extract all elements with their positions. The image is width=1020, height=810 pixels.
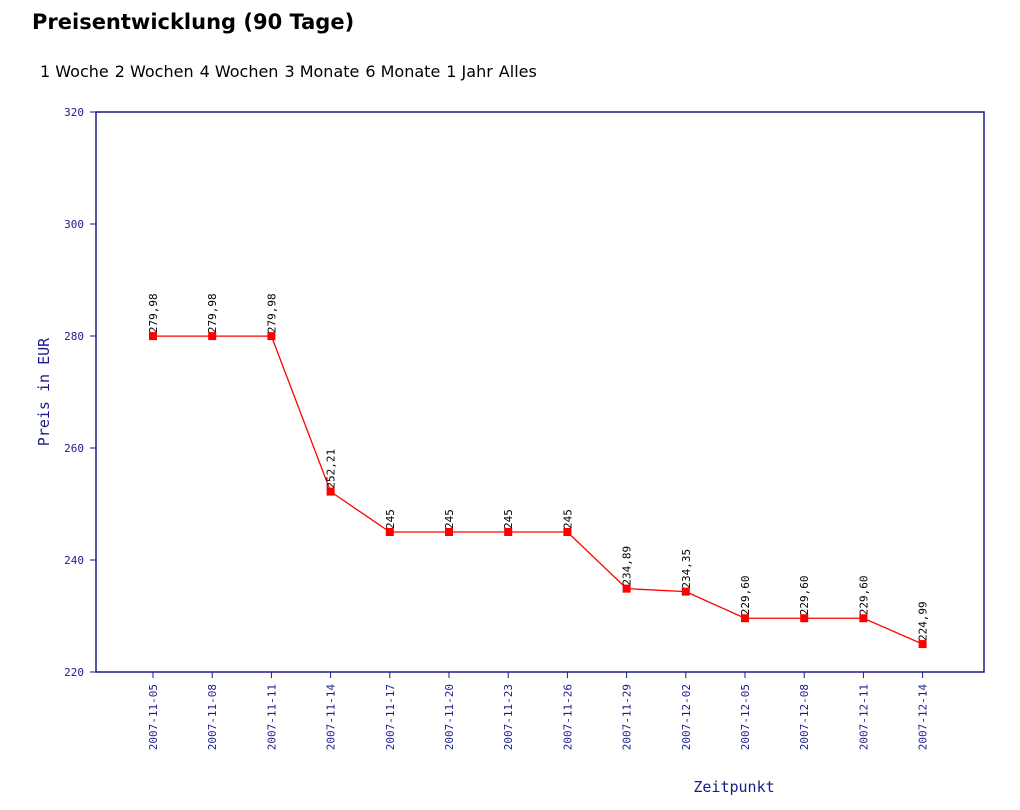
data-point (445, 528, 453, 536)
data-point (149, 332, 157, 341)
range-link-2-weeks[interactable]: 2 Wochen (114, 62, 194, 81)
range-link-6-months[interactable]: 6 Monate (365, 62, 441, 81)
data-label: 252,21 (325, 449, 338, 489)
y-axis-label: Preis in EUR (35, 337, 53, 446)
x-tick-label: 2007-11-26 (561, 684, 574, 750)
x-tick-label: 2007-12-05 (739, 684, 752, 750)
range-selector: 1 Woche 2 Wochen 4 Wochen 3 Monate 6 Monate 1… (40, 62, 543, 81)
x-tick-label: 2007-11-20 (443, 684, 456, 750)
data-label: 245 (384, 509, 397, 529)
data-point (859, 614, 868, 623)
data-point (208, 332, 217, 341)
x-tick-label: 2007-11-29 (621, 684, 634, 750)
x-tick-label: 2007-12-14 (917, 684, 930, 751)
data-points (149, 332, 927, 649)
data-label: 229,60 (739, 575, 752, 615)
data-point (918, 640, 927, 649)
data-point (504, 528, 513, 536)
series-line (153, 335, 923, 645)
data-label: 279,98 (265, 293, 278, 333)
y-tick-label: 220 (64, 666, 84, 679)
y-tick-label: 280 (64, 330, 84, 343)
x-tick-label: 2007-11-05 (147, 684, 160, 750)
data-labels: 279,98 279,98 279,98 252,21 245 245 245 245 234,… (147, 293, 930, 641)
x-tick-label: 2007-11-23 (502, 684, 515, 750)
range-link-4-weeks[interactable]: 4 Wochen (199, 62, 279, 81)
x-axis-label: Zeitpunkt (693, 778, 774, 796)
y-tick-label: 320 (64, 106, 84, 119)
range-link-1-year[interactable]: 1 Jahr (446, 62, 493, 81)
data-label: 245 (443, 509, 456, 529)
data-label: 279,98 (206, 293, 219, 333)
range-link-1-week[interactable]: 1 Woche (40, 62, 109, 81)
data-point (326, 487, 335, 496)
data-label: 245 (502, 509, 515, 529)
data-label: 279,98 (147, 293, 160, 333)
data-label: 234,35 (680, 549, 693, 589)
y-tick-label: 300 (64, 218, 84, 231)
chart-heading: Preisentwicklung (90 Tage) (32, 10, 355, 34)
y-tick-label: 240 (64, 554, 84, 567)
x-tick-label: 2007-12-08 (798, 684, 811, 750)
data-point (622, 584, 631, 593)
x-tick-label: 2007-12-11 (857, 684, 870, 750)
data-label: 224,99 (917, 601, 930, 641)
x-tick-label: 2007-12-02 (680, 684, 693, 750)
data-label: 245 (561, 509, 574, 529)
y-tick-label: 260 (64, 442, 84, 455)
data-label: 229,60 (798, 575, 811, 615)
data-point (385, 528, 394, 536)
x-tick-label: 2007-11-17 (384, 684, 397, 750)
x-axis: 2007-11-05 2007-11-08 2007-11-11 2007-11-14… (147, 672, 930, 750)
x-tick-label: 2007-11-14 (325, 684, 338, 751)
data-point (741, 614, 749, 623)
range-link-3-months[interactable]: 3 Monate (284, 62, 360, 81)
x-tick-label: 2007-11-11 (265, 684, 278, 750)
data-label: 229,60 (857, 575, 870, 615)
data-point (267, 332, 276, 341)
y-axis: 220 240 260 280 300 320 (64, 106, 96, 679)
x-tick-label: 2007-11-08 (206, 684, 219, 750)
data-point (563, 528, 572, 536)
range-link-all[interactable]: Alles (498, 62, 537, 81)
plot-frame (95, 111, 985, 673)
data-point (681, 587, 690, 596)
data-label: 234,89 (621, 546, 634, 586)
data-point (800, 614, 809, 623)
